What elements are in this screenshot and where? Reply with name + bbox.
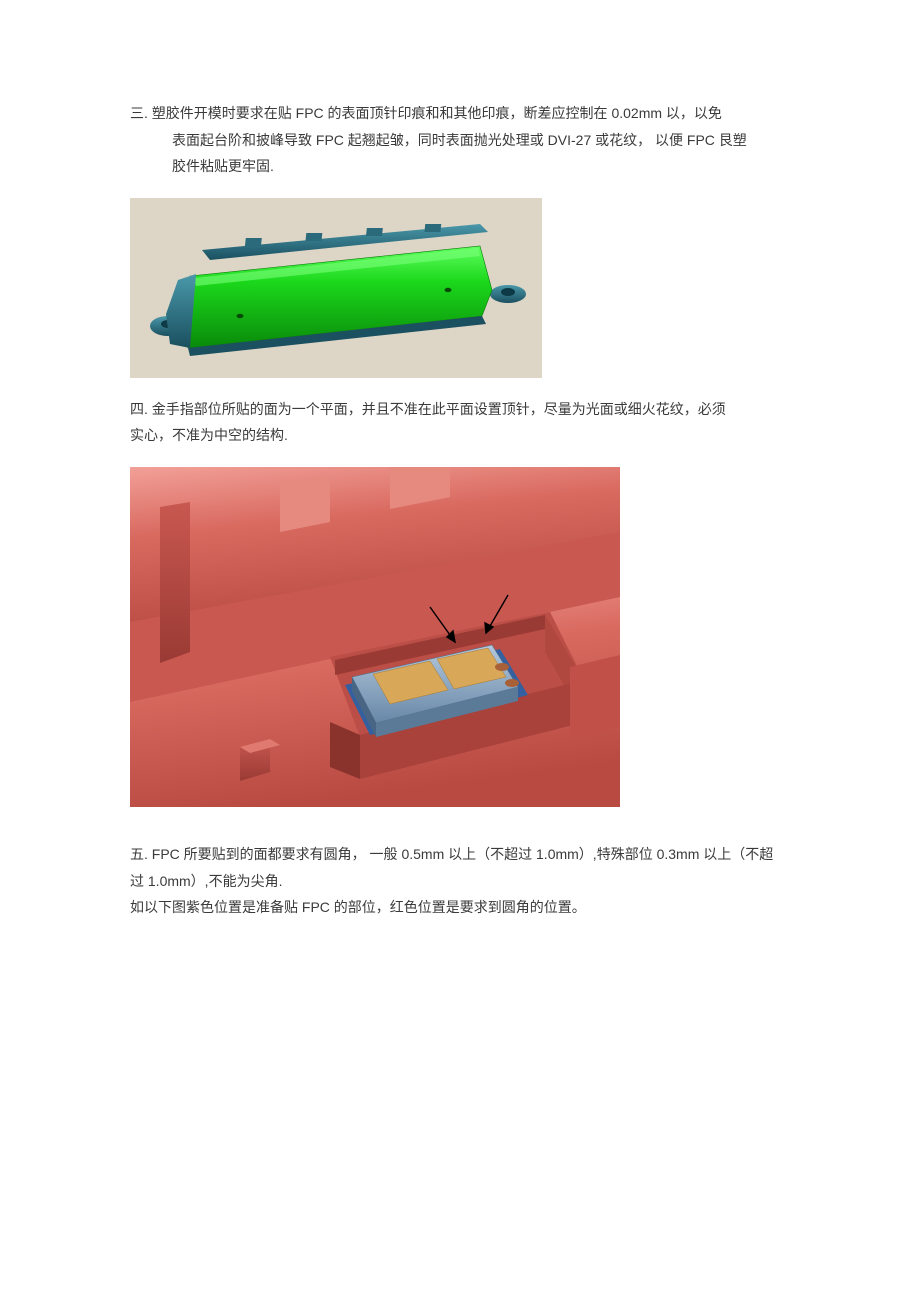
section-5-line-3: 如以下图紫色位置是准备贴 FPC 的部位，红色位置是要求到圆角的位置。 [130, 894, 800, 921]
section-3-line-3: 胶件粘贴更牢固. [130, 153, 800, 180]
section-3-line-1: 三. 塑胶件开模时要求在贴 FPC 的表面顶针印痕和和其他印痕，断差应控制在 0… [130, 100, 800, 127]
figure-2-svg [130, 467, 620, 807]
section-4-line-2: 实心，不准为中空的结构. [130, 422, 800, 449]
section-4-line-1: 四. 金手指部位所贴的面为一个平面，并且不准在此平面设置顶针，尽量为光面或细火花… [130, 396, 800, 423]
figure-1 [130, 198, 800, 378]
figure-1-svg [130, 198, 542, 378]
figure-2-render [130, 467, 620, 807]
section-5-line-1: 五. FPC 所要贴到的面都要求有圆角， 一般 0.5mm 以上（不超过 1.0… [130, 841, 800, 868]
figure-1-render [130, 198, 542, 378]
section-5-line-2: 过 1.0mm）,不能为尖角. [130, 868, 800, 895]
figure-2 [130, 467, 800, 807]
section-3-line-2: 表面起台阶和披峰导致 FPC 起翘起皱，同时表面抛光处理或 DVI-27 或花纹… [130, 127, 800, 154]
